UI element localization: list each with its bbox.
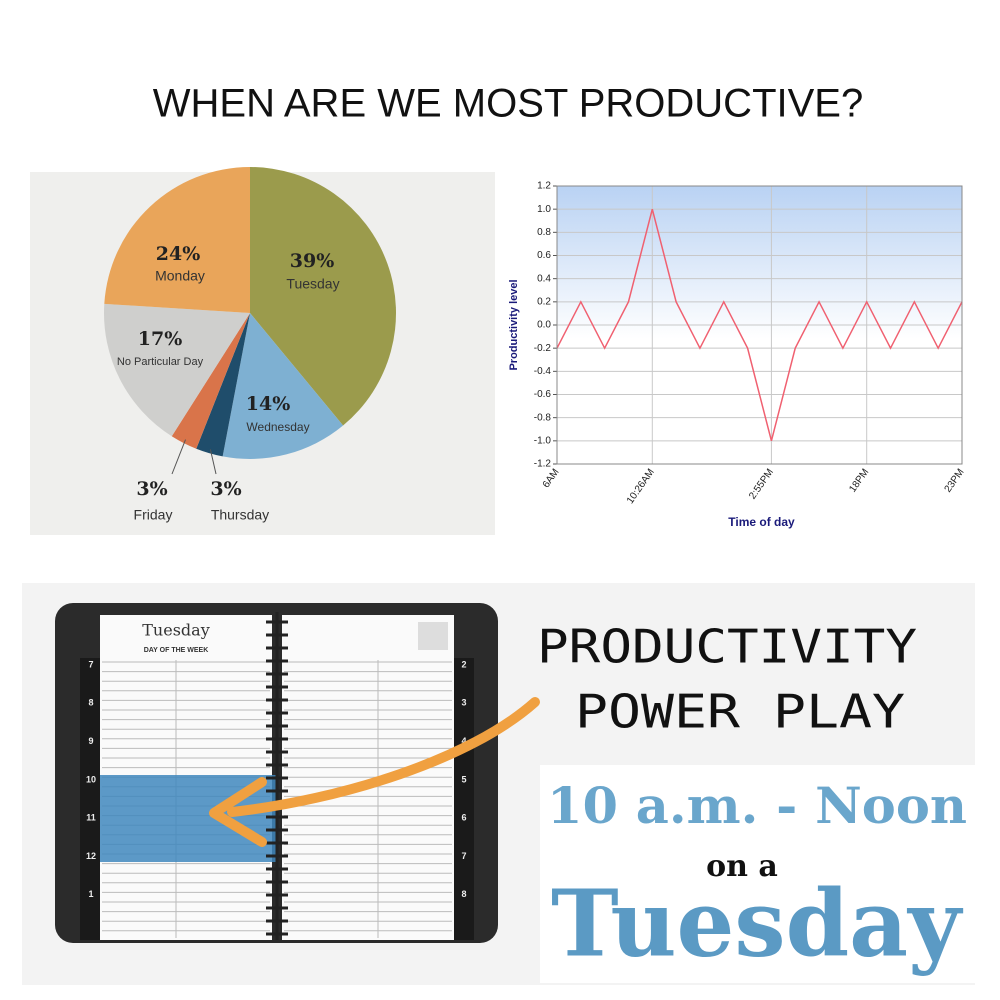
arrow xyxy=(227,697,540,817)
hour-label: 7 xyxy=(461,851,466,861)
leader-line xyxy=(209,449,217,475)
y-tick-label: 0.8 xyxy=(537,227,551,238)
hour-label: 8 xyxy=(461,889,466,899)
pie-chart: 39% Tuesday 14% Wednesday 3% Thursday 3% Friday… xyxy=(104,167,396,523)
pie-category-label: Wednesday xyxy=(246,420,309,434)
planner-subtitle: DAY OF THE WEEK xyxy=(144,647,209,654)
hour-label: 10 xyxy=(86,774,96,784)
pie-value-label: 39% xyxy=(290,250,335,272)
y-tick-label: -1.0 xyxy=(534,435,552,446)
pie-slice xyxy=(196,313,250,457)
callout-day: Tuesday xyxy=(551,870,964,978)
hour-label: 4 xyxy=(461,736,466,746)
pie-value-label: 3% xyxy=(136,478,167,500)
pie-value-label: 14% xyxy=(246,393,291,415)
planner-day: Tuesday xyxy=(142,621,209,640)
pie-category-label: No Particular Day xyxy=(117,356,204,368)
x-axis-label: Time of day xyxy=(728,515,795,529)
callout-on: on a xyxy=(706,849,778,884)
pie-value-label: 3% xyxy=(210,478,241,500)
hour-label: 1 xyxy=(88,889,93,899)
leader-line xyxy=(171,439,186,475)
pie-slice xyxy=(104,167,250,313)
left-strip xyxy=(80,658,100,940)
pie-category-label: Thursday xyxy=(211,507,269,523)
arrow-head xyxy=(209,777,267,847)
y-tick-label: 0.4 xyxy=(537,273,551,284)
pie-slice xyxy=(104,303,251,437)
line-series xyxy=(556,208,963,442)
y-tick-label: 0.0 xyxy=(537,320,551,331)
callout-time: 10 a.m. - Noon xyxy=(547,776,967,835)
hour-label: 6 xyxy=(461,813,466,823)
headline: PRODUCTIVITY xyxy=(537,620,917,674)
callout-box xyxy=(540,765,975,983)
y-tick-label: 0.2 xyxy=(537,296,551,307)
y-tick-label: 1.2 xyxy=(537,181,551,192)
y-tick-label: -0.2 xyxy=(534,343,552,354)
pie-category-label: Tuesday xyxy=(286,276,339,292)
hour-label: 11 xyxy=(86,813,96,823)
pie-value-label: 24% xyxy=(156,243,201,265)
hour-label: 12 xyxy=(86,851,96,861)
hour-label: 7 xyxy=(88,659,93,669)
pie-category-label: Friday xyxy=(134,507,173,523)
page-title: WHEN ARE WE MOST PRODUCTIVE? xyxy=(153,82,863,126)
callout: PRODUCTIVITY POWER PLAY 10 a.m. - Noon o… xyxy=(537,620,975,983)
y-tick-label: -0.8 xyxy=(534,412,552,423)
y-tick-label: -1.2 xyxy=(534,459,552,470)
hour-label: 5 xyxy=(461,774,466,784)
hour-label: 9 xyxy=(88,736,93,746)
pie-slice xyxy=(222,313,344,460)
planner: Tuesday DAY OF THE WEEK 7891011121234567… xyxy=(55,603,498,943)
mini-calendar xyxy=(418,622,448,650)
y-tick-label: 0.6 xyxy=(537,250,551,261)
y-tick-label: 1.0 xyxy=(537,204,551,215)
hour-label: 2 xyxy=(461,659,466,669)
pie-category-label: Monday xyxy=(155,268,205,284)
right-strip xyxy=(454,658,474,940)
pie-value-label: 17% xyxy=(138,328,183,350)
y-tick-label: -0.6 xyxy=(534,389,552,400)
pie-slice xyxy=(250,167,396,426)
y-axis-label: Productivity level xyxy=(508,279,520,370)
plot-frame xyxy=(556,185,963,465)
hour-label: 8 xyxy=(88,698,93,708)
hour-label: 3 xyxy=(461,698,466,708)
headline: POWER PLAY xyxy=(575,685,905,739)
y-tick-label: -0.4 xyxy=(534,366,552,377)
pie-slice xyxy=(171,313,250,449)
